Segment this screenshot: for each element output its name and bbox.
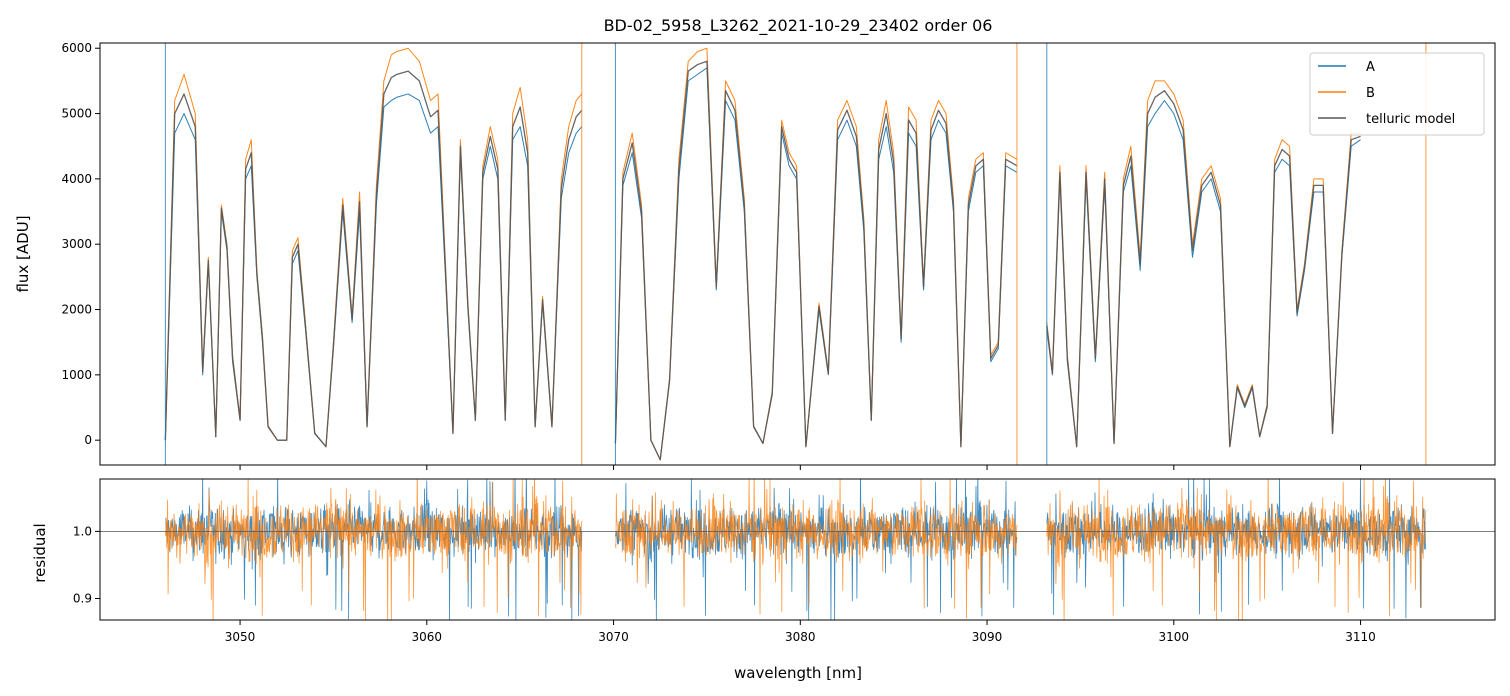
residual-ytick-label: 1.0 <box>73 524 92 538</box>
residual-line-b-seg2 <box>1046 479 1427 620</box>
xtick-label: 3060 <box>412 630 443 644</box>
flux-series-group <box>164 43 1427 465</box>
legend-label-b: B <box>1366 86 1375 101</box>
flux-panel: 0 1000 2000 3000 4000 5000 6000 flux [ADU] <box>14 41 1496 470</box>
xtick-label: 3070 <box>598 630 629 644</box>
legend: A B telluric model <box>1309 52 1485 136</box>
flux-ylabel: flux [ADU] <box>14 215 32 292</box>
flux-ytick-label: 6000 <box>61 41 92 55</box>
flux-ytick-label: 4000 <box>61 172 92 186</box>
flux-x-ticks <box>239 465 1362 470</box>
chart-title: BD-02_5958_L3262_2021-10-29_23402 order … <box>604 16 993 36</box>
flux-ytick-label: 3000 <box>61 237 92 251</box>
xtick-label: 3090 <box>972 630 1003 644</box>
xtick-label: 3050 <box>225 630 256 644</box>
residual-line-a-seg2 <box>1046 479 1427 619</box>
flux-line-telluric-model-seg0 <box>164 70 583 448</box>
legend-box <box>1309 52 1485 136</box>
flux-ytick-label: 1000 <box>61 368 92 382</box>
residual-series-group <box>100 479 1495 620</box>
residual-panel: 0.9 1.0 3050 3060 3070 3080 3090 3100 3110 resi… <box>31 478 1496 644</box>
residual-ylabel: residual <box>31 523 49 582</box>
residual-line-b-seg1 <box>615 479 1018 619</box>
residual-ytick-label: 0.9 <box>73 592 92 606</box>
legend-label-a: A <box>1366 60 1375 75</box>
flux-y-ticks: 0 1000 2000 3000 4000 5000 6000 <box>61 41 100 447</box>
legend-label-telluric: telluric model <box>1366 112 1455 127</box>
flux-frame <box>99 42 1496 466</box>
xtick-label: 3080 <box>785 630 816 644</box>
residual-x-ticks: 3050 3060 3070 3080 3090 3100 3110 <box>225 620 1376 644</box>
flux-line-telluric-model-seg2 <box>1046 90 1361 448</box>
flux-ytick-label: 5000 <box>61 107 92 121</box>
residual-y-ticks: 0.9 1.0 <box>73 524 100 606</box>
residual-frame <box>99 478 1496 621</box>
x-axis-label: wavelength [nm] <box>734 664 862 682</box>
xtick-label: 3100 <box>1159 630 1190 644</box>
flux-ytick-label: 2000 <box>61 303 92 317</box>
flux-ytick-label: 0 <box>84 433 92 447</box>
flux-line-telluric-model-seg1 <box>614 60 1018 461</box>
xtick-label: 3110 <box>1345 630 1376 644</box>
